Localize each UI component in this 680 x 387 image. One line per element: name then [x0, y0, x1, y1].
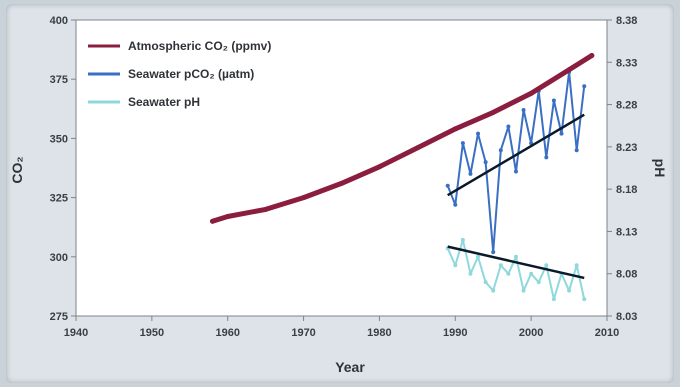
data-point-seawater-pco2	[513, 169, 518, 174]
data-point-seawater-ph	[521, 288, 526, 293]
data-point-seawater-pco2	[574, 148, 579, 153]
y-left-tick-label: 300	[50, 252, 68, 264]
y-right-tick-label: 8.38	[616, 15, 637, 27]
y-right-tick-label: 8.08	[616, 269, 637, 281]
x-tick-label: 1950	[140, 327, 164, 339]
data-point-seawater-pco2	[468, 171, 473, 176]
data-point-atmospheric-co2	[589, 53, 595, 59]
trend-line-seawater-pco2	[447, 113, 585, 197]
trend-line-seawater-ph	[447, 245, 585, 280]
data-point-atmospheric-co2	[376, 164, 382, 170]
y-left-axis-label: CO₂	[9, 156, 25, 183]
y-right-tick-label: 8.33	[616, 57, 637, 69]
data-point-seawater-pco2	[521, 107, 526, 112]
series-line-atmospheric-co2	[210, 53, 595, 224]
legend-label-seawater-pco2: Seawater pCO₂ (µatm)	[128, 67, 254, 81]
data-point-seawater-ph	[483, 280, 488, 285]
data-point-atmospheric-co2	[414, 145, 420, 151]
data-point-seawater-pco2	[460, 141, 465, 146]
data-point-seawater-ph	[476, 254, 481, 259]
data-point-seawater-ph	[582, 297, 587, 302]
data-point-seawater-ph	[574, 263, 579, 268]
y-left-tick-label: 350	[50, 133, 68, 145]
x-tick-label: 1980	[367, 327, 391, 339]
data-point-seawater-pco2	[582, 84, 587, 89]
y-left-tick-label: 325	[50, 193, 68, 205]
x-tick-label: 1970	[291, 327, 315, 339]
data-point-seawater-ph	[468, 271, 473, 276]
data-point-seawater-pco2	[476, 131, 481, 136]
y-right-tick-label: 8.13	[616, 226, 637, 238]
y-left-tick-label: 375	[50, 74, 68, 86]
y-right-axis-label: pH	[652, 159, 668, 178]
plot-area	[75, 19, 608, 317]
data-point-seawater-pco2	[491, 250, 496, 255]
data-point-atmospheric-co2	[339, 180, 344, 186]
y-left-tick-label: 275	[50, 311, 68, 323]
data-point-seawater-pco2	[498, 148, 503, 153]
data-point-seawater-ph	[460, 237, 465, 242]
data-point-seawater-ph	[544, 263, 549, 268]
data-point-seawater-pco2	[453, 202, 458, 207]
y-left-tick-label: 400	[50, 15, 68, 27]
x-tick-label: 2010	[595, 327, 619, 339]
legend: Atmospheric CO₂ (ppmv) Seawater pCO₂ (µa…	[88, 39, 271, 109]
data-point-seawater-ph	[529, 271, 534, 276]
y-right-tick-label: 8.03	[616, 311, 637, 323]
data-point-atmospheric-co2	[225, 214, 231, 220]
legend-label-seawater-ph: Seawater pH	[128, 95, 200, 109]
data-point-atmospheric-co2	[210, 218, 216, 224]
data-point-seawater-ph	[453, 263, 458, 268]
data-point-seawater-ph	[567, 288, 572, 293]
x-tick-label: 1940	[64, 327, 88, 339]
y-right-tick-label: 8.18	[616, 184, 637, 196]
data-point-seawater-pco2	[559, 131, 564, 136]
y-right-tick-label: 8.28	[616, 100, 637, 112]
data-point-seawater-pco2	[544, 155, 549, 160]
x-tick-label: 2000	[519, 327, 543, 339]
x-tick-label: 1990	[443, 327, 467, 339]
legend-label-atmospheric-co2: Atmospheric CO₂ (ppmv)	[128, 39, 271, 53]
data-point-atmospheric-co2	[490, 109, 496, 115]
data-point-seawater-ph	[491, 288, 496, 293]
data-point-seawater-pco2	[445, 183, 450, 188]
y-right-tick-label: 8.23	[616, 142, 637, 154]
x-tick-label: 1960	[215, 327, 239, 339]
data-point-atmospheric-co2	[528, 90, 534, 96]
data-point-atmospheric-co2	[566, 67, 572, 73]
data-point-seawater-ph	[551, 297, 556, 302]
data-point-seawater-ph	[513, 254, 518, 259]
data-point-atmospheric-co2	[301, 195, 307, 201]
data-point-atmospheric-co2	[263, 206, 269, 212]
data-point-seawater-pco2	[483, 160, 488, 165]
data-point-atmospheric-co2	[452, 126, 458, 132]
data-point-seawater-ph	[506, 271, 511, 276]
data-point-seawater-ph	[536, 280, 541, 285]
data-point-seawater-ph	[498, 263, 503, 268]
data-point-seawater-pco2	[551, 98, 556, 103]
data-point-seawater-pco2	[506, 124, 511, 129]
x-axis-label: Year	[335, 359, 365, 375]
